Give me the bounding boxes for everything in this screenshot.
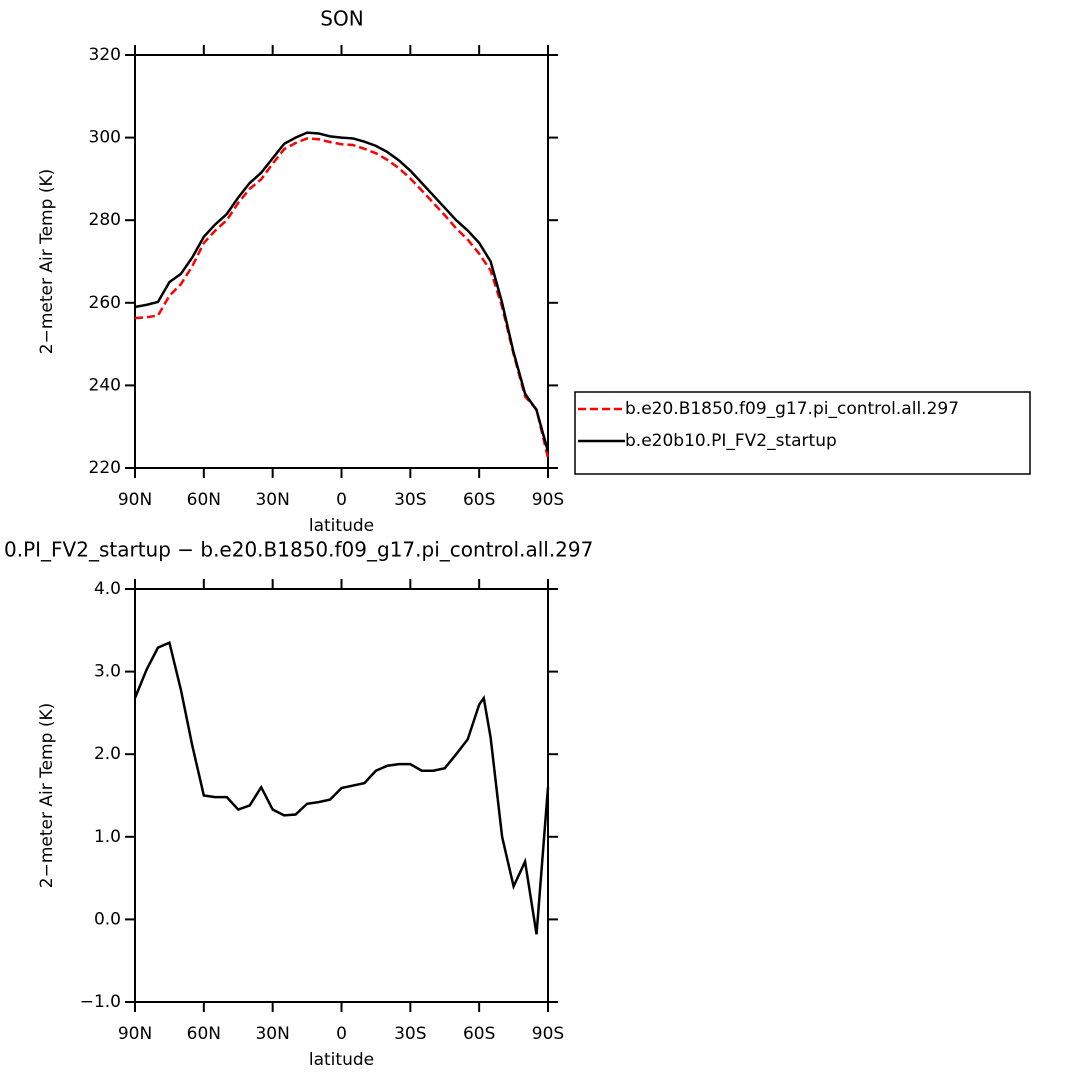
y-axis-label: 2−meter Air Temp (K) (37, 169, 57, 354)
x-tick-label: 0 (336, 1024, 347, 1044)
chart-title: SON (320, 7, 363, 31)
plot-frame (134, 588, 549, 1003)
y-tick-label: 1.0 (94, 827, 121, 847)
x-tick-label: 90S (532, 490, 564, 510)
legend-label: b.e20b10.PI_FV2_startup (625, 431, 837, 451)
x-tick-label: 90S (532, 1024, 564, 1044)
y-tick-label: 320 (89, 45, 121, 65)
chart-title: 0.PI_FV2_startup − b.e20.B1850.f09_g17.p… (4, 538, 593, 562)
plot-frame (134, 54, 549, 469)
x-tick-label: 60S (463, 1024, 495, 1044)
legend-label: b.e20.B1850.f09_g17.pi_control.all.297 (625, 399, 959, 419)
y-tick-label: −1.0 (80, 992, 121, 1012)
x-tick-label: 60N (187, 490, 221, 510)
legend-box (574, 391, 1031, 475)
y-tick-label: 0.0 (94, 909, 121, 929)
y-tick-label: 3.0 (94, 662, 121, 682)
x-axis-label: latitude (309, 516, 374, 536)
data-line (134, 137, 550, 459)
x-axis-label: latitude (309, 1050, 374, 1070)
x-tick-label: 90N (118, 1024, 152, 1044)
x-tick-label: 30S (394, 490, 426, 510)
x-tick-label: 60N (187, 1024, 221, 1044)
data-line (134, 131, 550, 452)
x-tick-label: 30N (255, 1024, 289, 1044)
x-tick-label: 30N (255, 490, 289, 510)
x-tick-label: 60S (463, 490, 495, 510)
y-tick-label: 260 (89, 293, 121, 313)
y-tick-label: 280 (89, 210, 121, 230)
x-tick-label: 30S (394, 1024, 426, 1044)
y-tick-label: 220 (89, 458, 121, 478)
x-tick-label: 0 (336, 490, 347, 510)
y-tick-label: 4.0 (94, 579, 121, 599)
x-tick-label: 90N (118, 490, 152, 510)
y-tick-label: 2.0 (94, 744, 121, 764)
y-axis-label: 2−meter Air Temp (K) (37, 703, 57, 888)
y-tick-label: 240 (89, 375, 121, 395)
data-line (133, 640, 550, 935)
y-tick-label: 300 (89, 128, 121, 148)
